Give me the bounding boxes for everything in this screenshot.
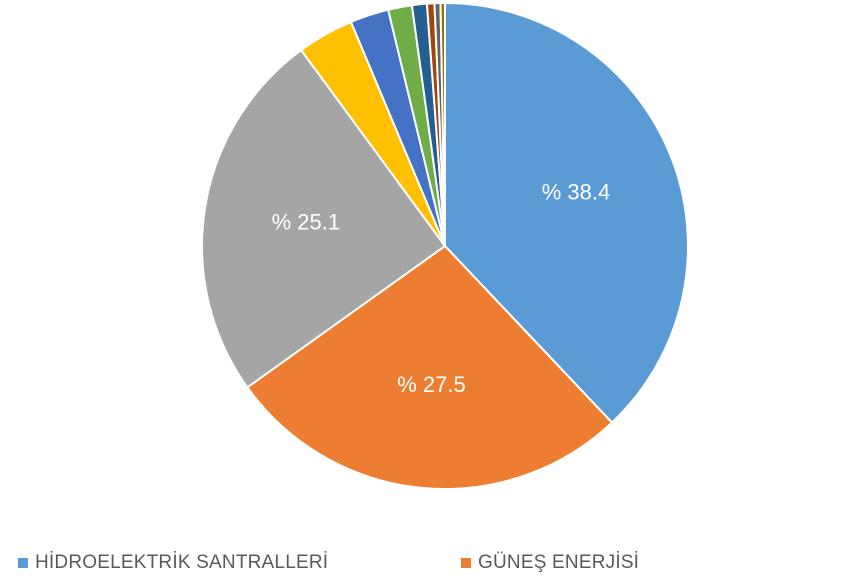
legend-label-solar: GÜNEŞ ENERJİSİ bbox=[478, 552, 640, 573]
legend-item-solar: GÜNEŞ ENERJİSİ bbox=[461, 552, 639, 574]
pie-slice-0 bbox=[444, 2, 689, 424]
legend-item-hydro: HİDROELEKTRİK SANTRALLERİ bbox=[18, 552, 328, 574]
data-label-2: % 25.1 bbox=[272, 210, 341, 235]
pie-slice-1 bbox=[246, 245, 613, 490]
chart-legend: HİDROELEKTRİK SANTRALLERİ GÜNEŞ ENERJİSİ bbox=[0, 552, 861, 578]
data-label-1: % 27.5 bbox=[397, 372, 466, 397]
legend-swatch-hydro bbox=[18, 558, 28, 568]
legend-swatch-solar bbox=[461, 558, 471, 568]
data-label-0: % 38.4 bbox=[542, 180, 611, 205]
pie-slice-2 bbox=[201, 49, 446, 389]
pie-slice-9 bbox=[439, 2, 446, 247]
legend-label-hydro: HİDROELEKTRİK SANTRALLERİ bbox=[35, 552, 329, 573]
